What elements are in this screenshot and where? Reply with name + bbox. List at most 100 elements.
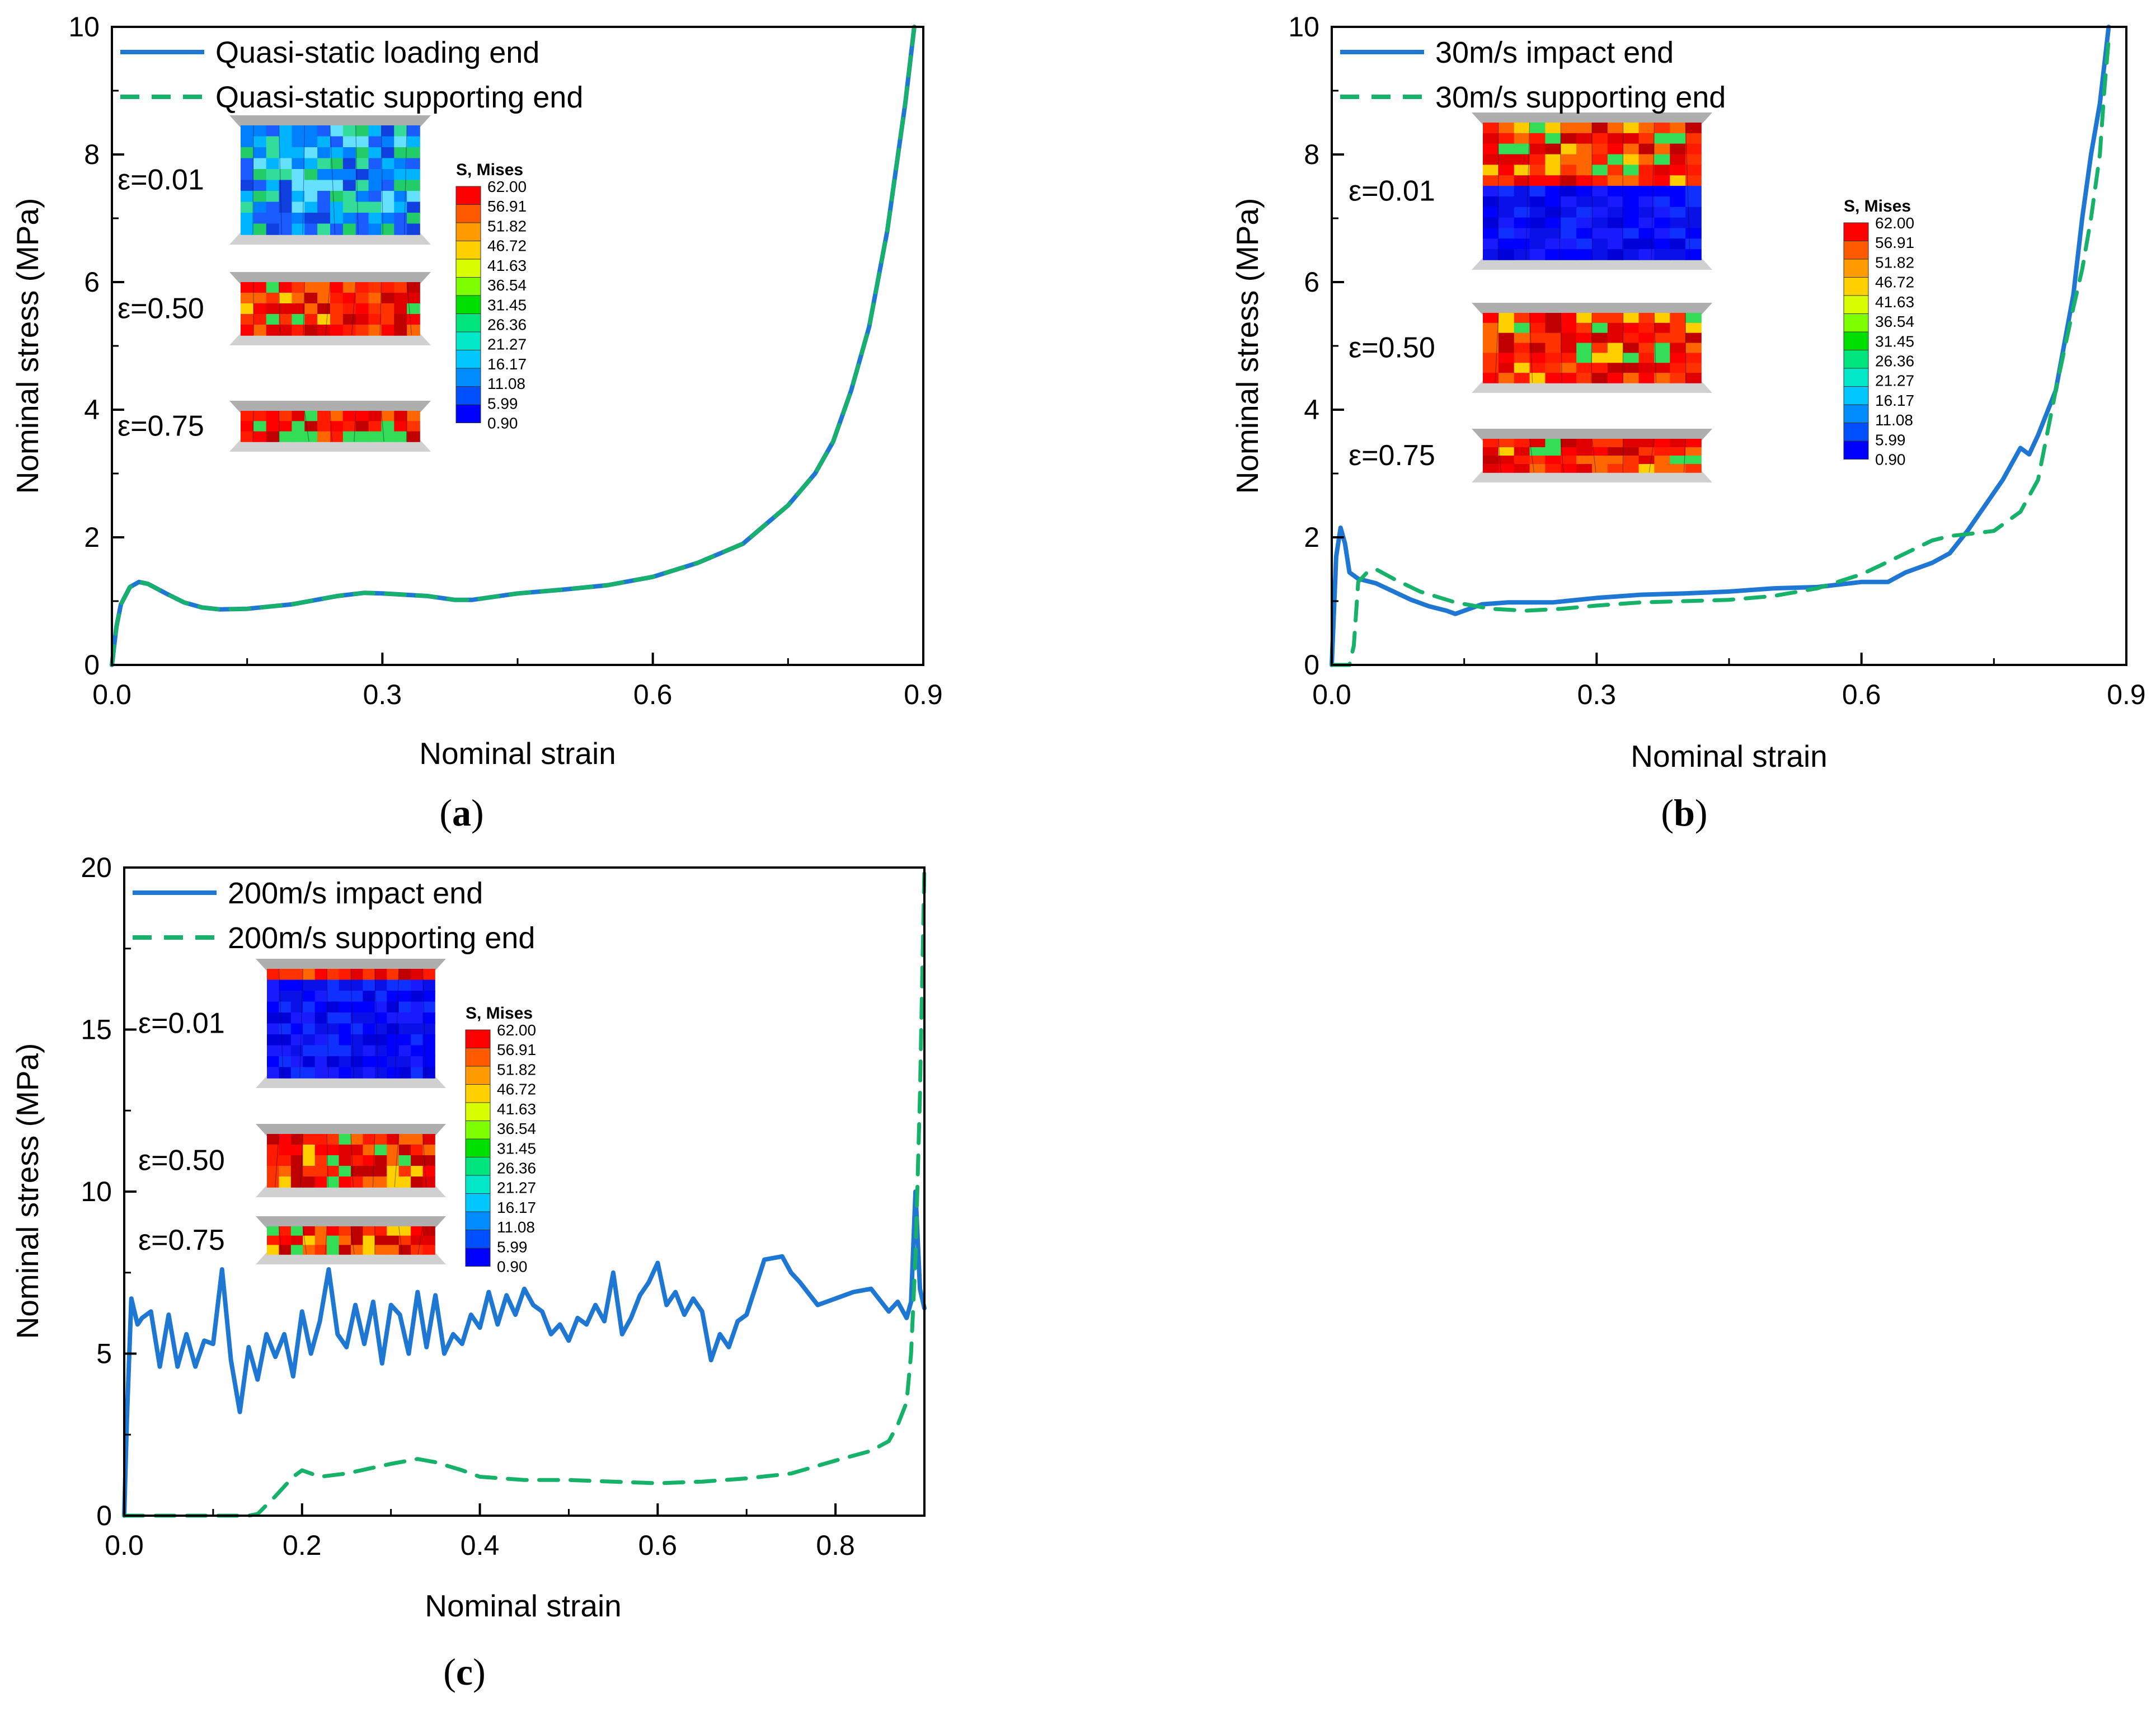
colorbar-label: 62.00 <box>1875 214 1914 232</box>
caption-b: (b) <box>1661 791 1707 834</box>
specimen-inset: ε=0.75 <box>118 401 431 452</box>
strain-label: ε=0.01 <box>118 164 204 196</box>
chart-panel-a: ε=0.01 ε=0.50 ε=0.75 S, Mises 62.00 56.91 51.8… <box>0 0 951 845</box>
colorbar-label: 21.27 <box>487 336 527 353</box>
strain-label: ε=0.50 <box>118 293 204 325</box>
colorbar-swatch <box>455 350 481 369</box>
colorbar-swatch <box>465 1157 491 1176</box>
colorbar-label: 31.45 <box>1875 332 1914 350</box>
colorbar-label: 51.82 <box>497 1061 536 1078</box>
colorbar-label: 0.90 <box>1875 451 1906 468</box>
colorbar-label: 36.54 <box>1875 313 1914 330</box>
colorbar-swatch <box>465 1048 491 1067</box>
y-tick-label: 5 <box>96 1338 112 1370</box>
x-axis-title: Nominal strain <box>425 1588 622 1623</box>
x-tick-label: 0.6 <box>633 679 673 710</box>
colorbar-label: 21.27 <box>497 1179 536 1197</box>
y-axis-title: Nominal stress (MPa) <box>10 198 45 494</box>
colorbar-label: 26.36 <box>487 316 527 333</box>
colorbar-swatch <box>455 241 481 260</box>
y-tick-label: 15 <box>81 1014 112 1046</box>
strain-label: ε=0.75 <box>1349 439 1435 472</box>
colorbar-swatch <box>1843 386 1869 405</box>
legend-label: 30m/s supporting end <box>1435 81 1726 114</box>
specimen-inset: ε=0.50 <box>118 272 431 345</box>
colorbar-label: 41.63 <box>1875 293 1914 311</box>
colorbar-label: 36.54 <box>497 1120 536 1137</box>
plot-frame <box>1331 26 2127 666</box>
colorbar-label: 11.08 <box>1875 411 1913 429</box>
colorbar-label: 56.91 <box>487 198 527 215</box>
colorbar-swatch <box>1843 404 1869 423</box>
colorbar-swatch <box>465 1248 491 1267</box>
strain-label: ε=0.75 <box>138 1224 225 1257</box>
y-tick-label: 6 <box>1304 266 1319 298</box>
series-line-impact <box>122 1189 927 1518</box>
colorbar-label: 41.63 <box>497 1100 536 1118</box>
y-tick-label: 8 <box>1304 139 1319 170</box>
colorbar-label: 36.54 <box>487 276 527 294</box>
colorbar-swatch <box>465 1102 491 1121</box>
colorbar-label: 51.82 <box>487 217 527 235</box>
colorbar-label: 46.72 <box>497 1081 536 1098</box>
strain-label: ε=0.01 <box>138 1007 225 1040</box>
colorbar-swatch <box>1843 277 1869 296</box>
y-tick-label: 8 <box>84 139 100 170</box>
chart-panel-b: ε=0.01 ε=0.50 ε=0.75 S, Mises 62.00 56.91 51.8… <box>1220 0 2156 845</box>
series-line-impact <box>1330 25 2111 667</box>
x-tick-label: 0.2 <box>283 1530 322 1561</box>
colorbar-label: 5.99 <box>1875 431 1906 448</box>
colorbar-swatch <box>465 1121 491 1140</box>
colorbar-swatch <box>1843 222 1869 241</box>
specimen-inset: ε=0.50 <box>1349 303 1712 393</box>
colorbar-swatch <box>465 1211 491 1230</box>
colorbar-swatch <box>1843 241 1869 260</box>
strain-label: ε=0.50 <box>1349 332 1435 364</box>
x-tick-label: 0.0 <box>1312 679 1351 710</box>
legend-label: 200m/s supporting end <box>228 921 535 955</box>
colorbar-swatch <box>1843 331 1869 350</box>
colorbar-swatch <box>455 331 481 350</box>
colorbar-swatch <box>465 1193 491 1212</box>
colorbar-swatch <box>455 204 481 223</box>
x-tick-label: 0.8 <box>816 1530 855 1561</box>
colorbar-label: 62.00 <box>487 178 527 195</box>
legend-label: Quasi-static loading end <box>215 36 539 69</box>
colorbar-swatch <box>1843 350 1869 369</box>
x-tick-label: 0.4 <box>461 1530 500 1561</box>
x-tick-label: 0.6 <box>638 1530 678 1561</box>
colorbar-swatch <box>465 1029 491 1048</box>
y-tick-label: 20 <box>81 852 112 883</box>
colorbar-swatch <box>1843 259 1869 278</box>
x-tick-label: 0.9 <box>2107 679 2146 710</box>
caption-a: (a) <box>439 791 483 834</box>
colorbar-swatch <box>465 1066 491 1085</box>
colorbar-swatch <box>1843 368 1869 387</box>
colorbar-label: 31.45 <box>497 1140 536 1157</box>
y-tick-label: 6 <box>84 266 100 298</box>
colorbar-swatch <box>465 1175 491 1194</box>
specimen-inset: ε=0.50 <box>138 1124 446 1197</box>
strain-label: ε=0.50 <box>138 1145 225 1177</box>
colorbar-swatch <box>465 1230 491 1249</box>
series-line-support <box>110 25 917 667</box>
chart-panel-c: ε=0.01 ε=0.50 ε=0.75 S, Mises 62.00 56.91 51.8… <box>0 845 951 1707</box>
colorbar-label: 5.99 <box>497 1238 528 1255</box>
strain-label: ε=0.01 <box>1349 175 1435 208</box>
legend-label: 200m/s impact end <box>228 876 483 910</box>
series-line-support <box>122 865 927 1518</box>
colorbar-swatch <box>455 259 481 278</box>
colorbar-swatch <box>455 295 481 314</box>
y-tick-label: 10 <box>81 1176 112 1207</box>
x-tick-label: 0.9 <box>904 679 943 710</box>
colorbar-label: 26.36 <box>497 1159 536 1176</box>
colorbar-label: 5.99 <box>487 395 518 412</box>
x-tick-label: 0.0 <box>92 679 131 710</box>
colorbar-swatch <box>465 1138 491 1157</box>
colorbar-swatch <box>455 222 481 241</box>
